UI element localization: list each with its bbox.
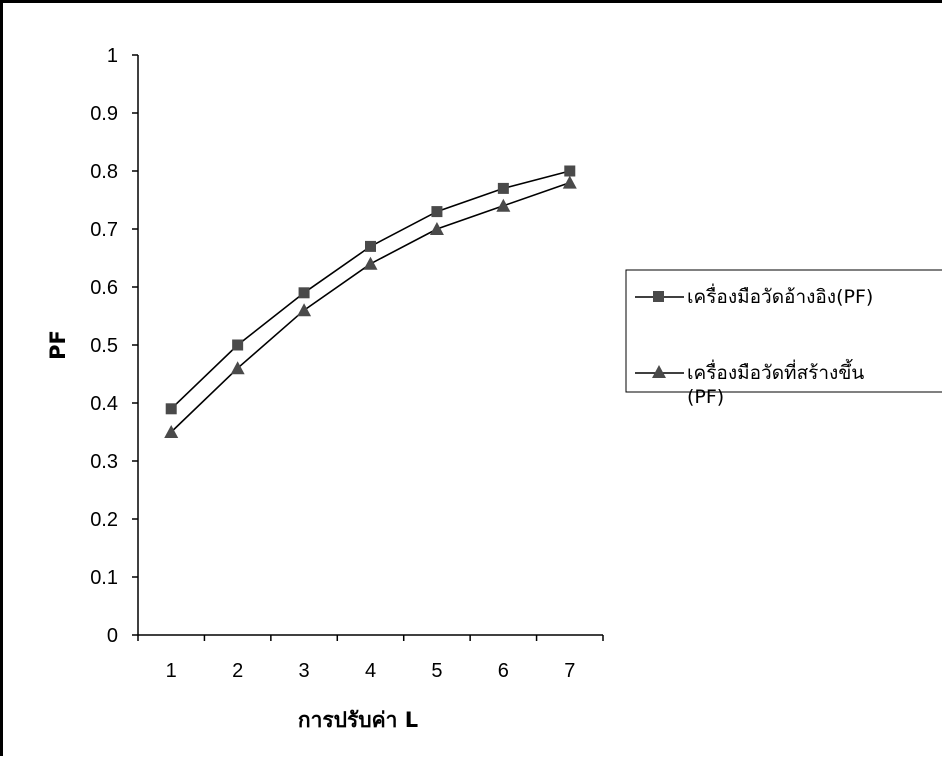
- data-point-square: [431, 206, 443, 218]
- x-axis-title: การปรับค่า L: [298, 708, 418, 732]
- legend: เครื่องมือวัดอ้างอิง(PF) เครื่องมือวัดที…: [625, 269, 942, 408]
- y-tick-label: 0.2: [90, 509, 118, 531]
- y-tick-label: 0.1: [90, 567, 118, 589]
- legend-label-2-line-1: เครื่องมือวัดที่สร้างขึ้น: [687, 359, 864, 384]
- y-tick-label: 0.5: [90, 335, 118, 357]
- x-tick-label: 5: [431, 660, 442, 682]
- data-point-triangle: [562, 175, 577, 189]
- y-tick-label: 0.8: [90, 161, 118, 183]
- x-axis-ticks: 1 2 3 4 5 6 7: [137, 635, 604, 682]
- legend-box: [625, 269, 942, 393]
- y-axis-title: PF: [46, 330, 70, 360]
- x-tick-label: 2: [232, 660, 243, 682]
- series-layer: [164, 165, 577, 438]
- data-point-square: [365, 240, 376, 252]
- y-tick-label: 1: [107, 45, 118, 67]
- data-point-square: [564, 165, 576, 177]
- legend-label-1: เครื่องมือวัดอ้างอิง(PF): [687, 283, 873, 308]
- y-tick-label: 0.4: [90, 393, 118, 415]
- line-chart: 0 0.1 0.2 0.3 0.4 0.5 0.6 0.7 0.8 0.9 1 1 2 3 4 5 6 7 PF…: [46, 45, 942, 732]
- data-point-triangle: [429, 222, 444, 235]
- data-point-triangle: [297, 303, 312, 317]
- x-tick-label: 6: [498, 660, 509, 682]
- data-point-square: [497, 182, 509, 194]
- data-point-square: [298, 287, 310, 299]
- x-tick-label: 3: [299, 660, 310, 682]
- series-line-1: [170, 170, 570, 410]
- data-point-square: [165, 403, 177, 415]
- y-tick-label: 0: [107, 625, 118, 647]
- y-axis-ticks: 0 0.1 0.2 0.3 0.4 0.5 0.6 0.7 0.8 0.9 1: [90, 45, 138, 647]
- data-point-triangle: [230, 361, 245, 375]
- y-tick-label: 0.6: [90, 277, 118, 299]
- legend-marker-triangle: [652, 365, 666, 378]
- x-tick-label: 4: [365, 660, 376, 682]
- y-tick-label: 0.3: [90, 451, 118, 473]
- series-line-2: [170, 181, 571, 433]
- legend-label-2: เครื่องมือวัดที่สร้างขึ้น (PF): [687, 359, 870, 408]
- legend-marker-square: [653, 291, 664, 302]
- x-tick-label: 1: [166, 660, 177, 682]
- data-point-triangle: [496, 198, 511, 212]
- x-tick-label: 7: [564, 660, 575, 682]
- data-point-square: [232, 339, 244, 351]
- y-tick-label: 0.9: [90, 103, 118, 125]
- data-point-triangle: [164, 425, 179, 438]
- y-tick-label: 0.7: [90, 219, 118, 241]
- data-point-triangle: [363, 256, 378, 270]
- legend-label-2-line-2: (PF): [687, 386, 724, 408]
